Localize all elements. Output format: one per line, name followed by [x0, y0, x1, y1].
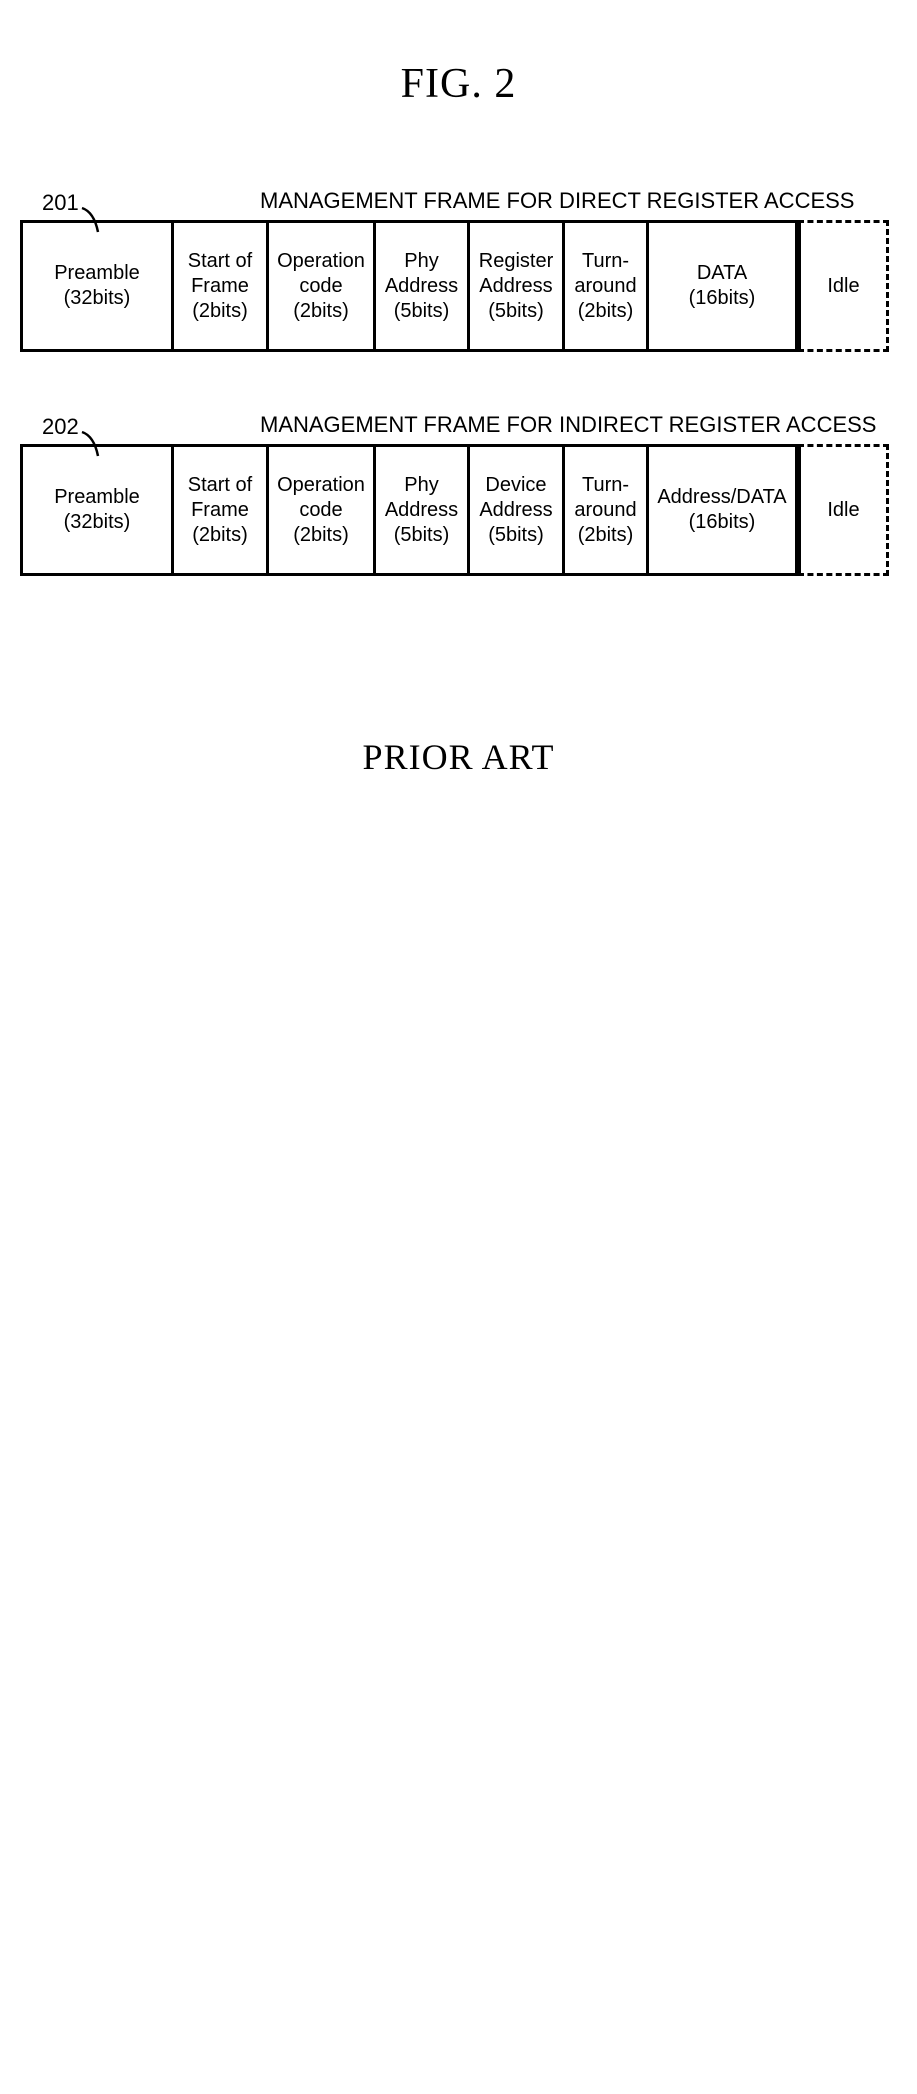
- field-bits: (2bits): [293, 299, 349, 324]
- field-label: Operationcode: [277, 249, 365, 299]
- frame-indirect-row: 202 Preamble (32bits) Start ofFrame (2bi…: [20, 444, 897, 576]
- field-label: Operationcode: [277, 473, 365, 523]
- field-cell-idle: Idle: [798, 220, 889, 352]
- field-cell: Preamble (32bits): [20, 444, 171, 576]
- figure-page: FIG. 2 MANAGEMENT FRAME FOR DIRECT REGIS…: [20, 60, 897, 778]
- field-cell: Start ofFrame (2bits): [171, 444, 266, 576]
- field-cell: PhyAddress (5bits): [373, 220, 467, 352]
- field-label: PhyAddress: [385, 249, 458, 299]
- field-label: Idle: [827, 274, 859, 299]
- field-bits: (16bits): [689, 510, 756, 535]
- frame-direct: MANAGEMENT FRAME FOR DIRECT REGISTER ACC…: [20, 188, 897, 352]
- field-cell: RegisterAddress (5bits): [467, 220, 562, 352]
- field-cell: Operationcode (2bits): [266, 444, 373, 576]
- frame-direct-caption: MANAGEMENT FRAME FOR DIRECT REGISTER ACC…: [20, 188, 897, 214]
- field-bits: (32bits): [64, 510, 131, 535]
- field-cell: Turn-around (2bits): [562, 444, 646, 576]
- field-cell: Address/DATA (16bits): [646, 444, 798, 576]
- field-label: Start ofFrame: [188, 249, 252, 299]
- figure-title: FIG. 2: [20, 60, 897, 108]
- field-label: DeviceAddress: [479, 473, 552, 523]
- leader-line-icon: [80, 206, 104, 234]
- frame-indirect-caption: MANAGEMENT FRAME FOR INDIRECT REGISTER A…: [20, 412, 897, 438]
- field-bits: (5bits): [488, 299, 544, 324]
- field-cell: Start ofFrame (2bits): [171, 220, 266, 352]
- field-label: PhyAddress: [385, 473, 458, 523]
- field-label: DATA: [697, 261, 747, 286]
- field-bits: (32bits): [64, 286, 131, 311]
- field-label: Address/DATA: [657, 485, 786, 510]
- field-cell-idle: Idle: [798, 444, 889, 576]
- frame-direct-ref-number: 201: [42, 190, 79, 216]
- field-label: Start ofFrame: [188, 473, 252, 523]
- field-bits: (2bits): [293, 523, 349, 548]
- field-bits: (16bits): [689, 286, 756, 311]
- field-label: Preamble: [54, 261, 140, 286]
- frame-indirect: MANAGEMENT FRAME FOR INDIRECT REGISTER A…: [20, 412, 897, 576]
- field-bits: (2bits): [578, 523, 634, 548]
- frame-direct-row: 201 Preamble (32bits) Start ofFrame (2bi…: [20, 220, 897, 352]
- field-bits: (5bits): [394, 523, 450, 548]
- field-label: RegisterAddress: [479, 249, 553, 299]
- field-cell: Preamble (32bits): [20, 220, 171, 352]
- field-cell: Operationcode (2bits): [266, 220, 373, 352]
- field-label: Preamble: [54, 485, 140, 510]
- field-cell: DeviceAddress (5bits): [467, 444, 562, 576]
- field-cell: PhyAddress (5bits): [373, 444, 467, 576]
- frame-indirect-ref-number: 202: [42, 414, 79, 440]
- field-bits: (2bits): [578, 299, 634, 324]
- field-bits: (2bits): [192, 299, 248, 324]
- field-cell: Turn-around (2bits): [562, 220, 646, 352]
- field-bits: (5bits): [488, 523, 544, 548]
- field-bits: (2bits): [192, 523, 248, 548]
- field-label: Turn-around: [574, 473, 636, 523]
- field-label: Turn-around: [574, 249, 636, 299]
- field-bits: (5bits): [394, 299, 450, 324]
- field-label: Idle: [827, 498, 859, 523]
- leader-line-icon: [80, 430, 104, 458]
- prior-art-label: PRIOR ART: [20, 736, 897, 778]
- field-cell: DATA (16bits): [646, 220, 798, 352]
